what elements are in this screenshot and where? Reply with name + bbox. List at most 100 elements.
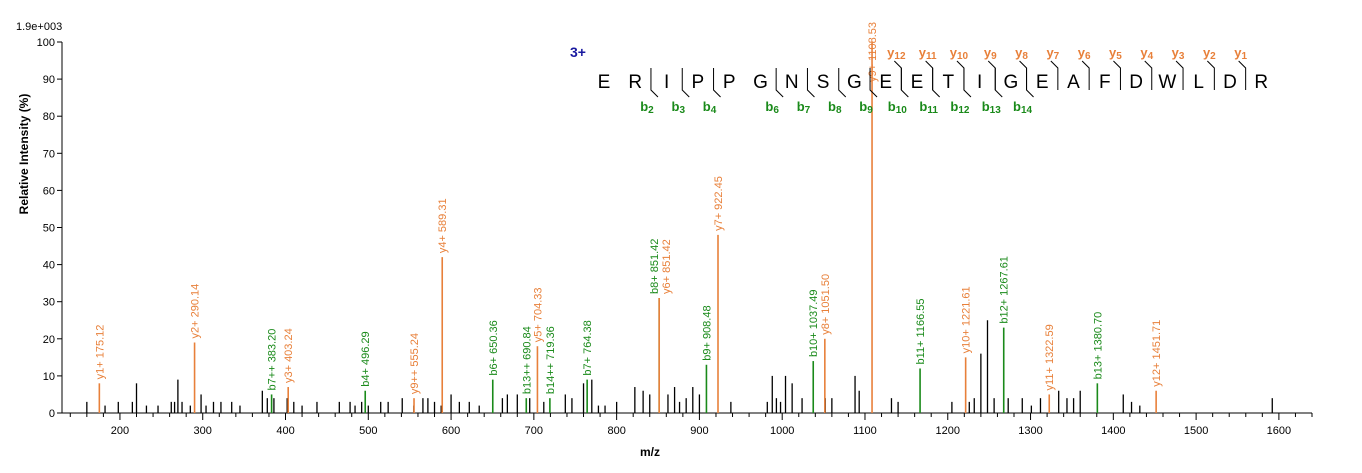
y-tick-label: 50 [43, 223, 55, 235]
y-tick-label: 60 [43, 185, 55, 197]
y-fragment-marker [1175, 60, 1184, 90]
y-ion-label: y8 [1015, 45, 1028, 62]
y-ion-label: y12 [887, 45, 906, 62]
peak-label: b4+ 496.29 [360, 331, 372, 386]
b-fragment-marker [932, 68, 941, 98]
sequence-residue: I [664, 72, 669, 93]
b-fragment-marker [806, 68, 815, 98]
y-fragment-marker [1113, 60, 1121, 90]
y-tick-label: 70 [43, 148, 55, 160]
x-tick-label: 1400 [1101, 425, 1125, 437]
y-fragment-marker [1238, 60, 1247, 90]
sequence-residue: E [1036, 72, 1049, 93]
x-tick-label: 1600 [1267, 425, 1291, 437]
y-ion-label: y10 [950, 45, 969, 62]
peak-label: b11+ 1166.55 [915, 299, 927, 365]
peak-label: b7+ 764.38 [582, 320, 594, 375]
x-tick-label: 900 [690, 425, 708, 437]
peak-label: b9+ 908.48 [701, 305, 713, 360]
x-tick-label: 400 [276, 425, 294, 437]
peak-label: b12+ 1267.61 [999, 256, 1011, 324]
y-tick-label: 80 [43, 111, 55, 123]
b-fragment-marker [713, 68, 721, 98]
x-tick-label: 500 [359, 425, 377, 437]
max-intensity-label: 1.9e+003 [16, 21, 62, 33]
b-fragment-marker [869, 68, 878, 98]
b-ion-label: b11 [919, 99, 938, 116]
y-ion-label: y7 [1046, 45, 1059, 62]
sequence-residue: W [1158, 72, 1176, 93]
x-axis: 200 300 400 500 600 700 800 900 1000 1100 1200 1300… [62, 412, 1313, 437]
y-tick-label: 30 [43, 297, 55, 309]
peaks-layer [86, 42, 1273, 413]
peak-label: b8+ 851.42 [649, 239, 661, 294]
y-tick-label: 0 [49, 408, 55, 420]
peak-label: y5+ 704.33 [532, 287, 544, 342]
sequence-residue: E [879, 72, 892, 93]
b-fragment-marker [1026, 68, 1034, 98]
b-ion-label: b7 [797, 99, 811, 116]
sequence-residue: G [753, 72, 768, 93]
y-ion-label: y3 [1172, 45, 1185, 62]
b-ion-label: b2 [640, 99, 654, 116]
y-ion-label: y5 [1109, 45, 1122, 62]
sequence-residue: P [692, 72, 705, 93]
b-fragment-marker [900, 68, 909, 98]
y-ion-label: y9 [984, 45, 997, 62]
peak-label: y11+ 1322.59 [1044, 324, 1056, 390]
b-ion-label: b8 [828, 99, 842, 116]
x-tick-label: 1300 [1018, 425, 1042, 437]
x-tick-label: 200 [111, 425, 129, 437]
sequence-residue: A [1067, 72, 1080, 93]
sequence-residue: R [628, 72, 642, 93]
y-fragment-marker [925, 60, 934, 90]
sequence-residue: L [1193, 72, 1204, 93]
y-fragment-marker [1144, 60, 1153, 90]
y-fragment-marker [1019, 60, 1028, 90]
x-tick-label: 1100 [853, 425, 877, 437]
peak-label: b13+ 1380.70 [1092, 312, 1104, 380]
y-fragment-marker [1050, 60, 1059, 90]
sequence-residue: P [723, 72, 736, 93]
y-tick-label: 100 [37, 37, 55, 49]
b-fragment-marker [650, 68, 659, 98]
sequence-residue: F [1099, 72, 1111, 93]
sequence-residue: G [1004, 72, 1019, 93]
y-axis: 0 10 20 30 40 50 60 70 80 90 100 [37, 37, 63, 420]
y-axis-title: Relative Intensity (%) [17, 94, 31, 215]
y-tick-label: 90 [43, 74, 55, 86]
b-fragment-marker [994, 68, 1003, 98]
x-tick-label: 300 [194, 425, 212, 437]
precursor-charge: 3+ [570, 44, 586, 60]
sequence-residue: N [785, 72, 799, 93]
y-fragment-marker [1081, 60, 1090, 90]
peak-label: b13++ 690.84 [521, 326, 533, 394]
b-fragment-marker [681, 68, 690, 98]
sequence-residue: G [847, 72, 862, 93]
y-ion-label: y4 [1140, 45, 1153, 62]
peak-label: b7++ 383.20 [267, 329, 279, 391]
peak-label: y8+ 1051.50 [820, 274, 832, 335]
sequence-residue: S [817, 72, 830, 93]
sequence-residue: D [1129, 72, 1143, 93]
peak-label: y9+ 1108.53 [867, 22, 879, 82]
x-tick-label: 1200 [936, 425, 960, 437]
b-fragment-marker [775, 68, 784, 98]
peak-label: y3+ 403.24 [283, 328, 295, 383]
x-tick-label: 600 [442, 425, 460, 437]
y-ion-label: y1 [1234, 45, 1247, 62]
x-axis-title: m/z [640, 445, 660, 459]
sequence-residue: E [911, 72, 924, 93]
sequence-residue: T [942, 72, 954, 93]
peak-label: y2+ 290.14 [190, 284, 202, 339]
b-ion-label: b3 [671, 99, 685, 116]
b-ion-label: b12 [950, 99, 970, 116]
peak-label: y12+ 1451.71 [1151, 320, 1163, 387]
sequence-residue: D [1223, 72, 1237, 93]
peak-label: b6+ 650.36 [488, 320, 500, 375]
peak-label: y1+ 175.12 [94, 325, 106, 380]
y-tick-label: 20 [43, 334, 55, 346]
x-tick-label: 800 [607, 425, 625, 437]
b-ion-label: b13 [982, 99, 1002, 116]
